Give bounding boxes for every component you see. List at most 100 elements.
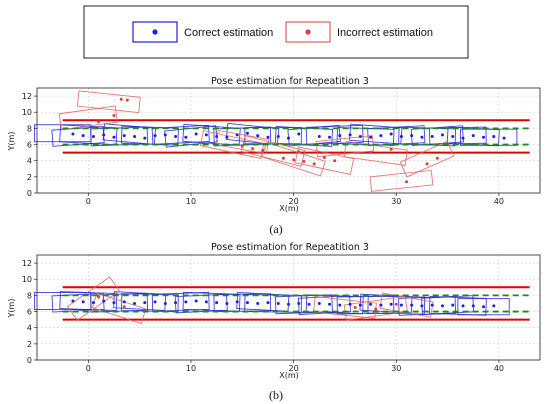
correct-point (379, 303, 383, 307)
correct-point (204, 133, 208, 137)
correct-point (471, 134, 475, 138)
chart-panel-b: Pose estimation for Repeatition 3 (b) X(… (7, 242, 541, 402)
y-tick-label: 6 (27, 308, 32, 317)
incorrect-point (333, 159, 337, 163)
correct-point (410, 134, 414, 138)
plot-frame (36, 87, 541, 194)
x-tick-label: 0 (86, 197, 91, 206)
incorrect-point (394, 302, 398, 306)
correct-point (389, 302, 393, 306)
incorrect-point (292, 158, 296, 162)
x-tick-label: 40 (494, 197, 504, 206)
legend-correct-label: Correct estimation (184, 27, 273, 39)
incorrect-point (112, 113, 116, 117)
incorrect-point (97, 120, 101, 124)
correct-point (482, 305, 486, 309)
correct-point (102, 299, 106, 303)
y-axis-label: Y(m) (7, 299, 16, 319)
correct-point (451, 303, 455, 307)
correct-point (451, 134, 455, 138)
panel-caption: (a) (269, 222, 282, 236)
incorrect-pose-box (58, 105, 118, 131)
y-tick-label: 8 (27, 124, 32, 133)
legend-correct-dot (152, 29, 158, 35)
y-tick-label: 4 (27, 324, 32, 333)
incorrect-pose-box (76, 90, 141, 114)
correct-point (163, 133, 167, 137)
y-tick-label: 4 (27, 157, 32, 166)
correct-point (215, 134, 219, 138)
correct-pose-box (457, 298, 510, 316)
correct-point (410, 303, 414, 307)
correct-point (287, 136, 290, 140)
correct-pose-box (90, 292, 149, 313)
y-tick-label: 12 (22, 259, 32, 268)
incorrect-point (322, 155, 326, 159)
correct-point (163, 301, 167, 305)
correct-point (194, 299, 198, 303)
incorrect-point (389, 147, 393, 151)
incorrect-point (297, 150, 301, 154)
correct-point (245, 131, 249, 135)
y-tick-label: 6 (27, 141, 32, 150)
correct-point (430, 303, 434, 307)
correct-point (399, 303, 403, 307)
x-tick-label: 20 (289, 364, 299, 373)
legend: Correct estimation Incorrect estimation (83, 5, 469, 59)
legend-incorrect-box (285, 21, 331, 43)
correct-point (307, 302, 311, 306)
incorrect-pose-box (379, 292, 434, 318)
correct-pose-box (59, 291, 118, 311)
correct-point (112, 135, 116, 139)
correct-point (317, 134, 321, 138)
x-tick-label: 40 (494, 364, 504, 373)
correct-point (369, 135, 373, 139)
correct-point (133, 301, 137, 305)
y-tick-label: 2 (27, 173, 32, 182)
chart-title: Pose estimation for Repeatition 3 (211, 76, 369, 87)
correct-point (81, 134, 85, 138)
correct-pose-box (90, 126, 149, 147)
incorrect-point (435, 156, 439, 160)
incorrect-pose-box (240, 135, 306, 167)
correct-point (328, 302, 332, 306)
incorrect-pose-box (343, 295, 408, 321)
incorrect-point (125, 98, 129, 102)
correct-point (81, 300, 85, 304)
correct-point (184, 135, 188, 139)
correct-point (369, 302, 373, 306)
correct-point (71, 132, 75, 136)
correct-point (153, 300, 157, 304)
correct-point (358, 134, 362, 138)
correct-point (338, 134, 342, 138)
y-tick-label: 0 (27, 189, 32, 198)
legend-incorrect-dot (305, 29, 311, 35)
correct-point (143, 301, 147, 305)
correct-point (266, 301, 270, 305)
incorrect-point (302, 160, 306, 163)
correct-point (143, 136, 147, 140)
correct-point (379, 134, 383, 138)
correct-point (276, 301, 280, 305)
correct-pose-box (151, 291, 210, 312)
y-tick-label: 12 (22, 92, 32, 101)
correct-pose-box (151, 124, 210, 145)
correct-pose-box (121, 293, 179, 313)
correct-point (225, 135, 229, 139)
correct-point (348, 133, 352, 137)
correct-point (235, 300, 239, 304)
correct-pose-box (336, 295, 395, 315)
x-axis-label: X(m) (279, 204, 299, 213)
correct-point (328, 135, 332, 139)
incorrect-point (405, 180, 409, 184)
y-tick-label: 8 (27, 291, 32, 300)
correct-point (174, 134, 178, 138)
correct-point (338, 303, 342, 307)
correct-point (287, 302, 290, 306)
correct-point (112, 301, 116, 305)
correct-point (91, 301, 95, 305)
correct-point (266, 135, 270, 139)
incorrect-pose-box (399, 140, 455, 178)
correct-point (153, 134, 157, 138)
